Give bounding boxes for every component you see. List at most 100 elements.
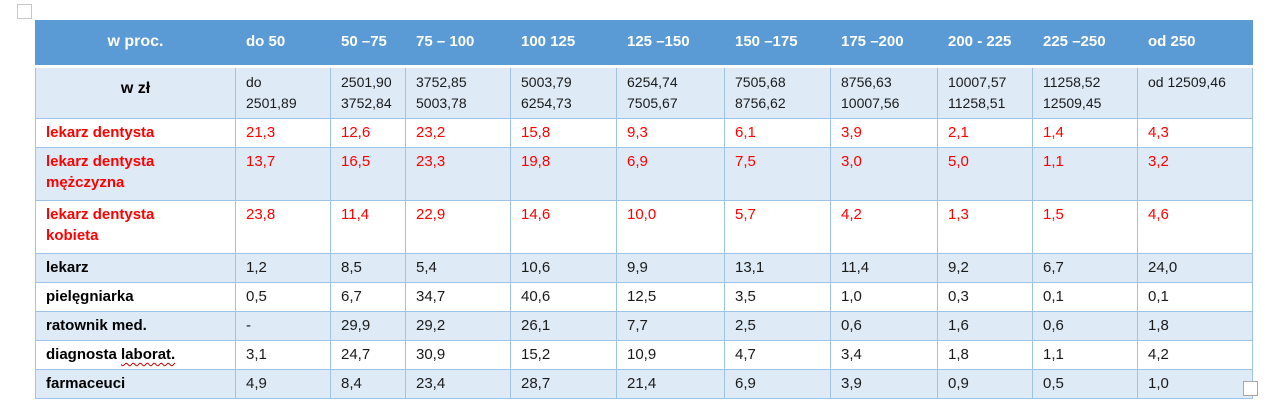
value-cell[interactable]: 3,4 xyxy=(830,340,938,370)
value-cell[interactable]: 5,4 xyxy=(405,253,511,283)
value-cell[interactable]: 6,7 xyxy=(1032,253,1138,283)
value-cell[interactable]: 2,5 xyxy=(724,311,831,341)
value-cell[interactable]: 3,2 xyxy=(1137,147,1253,201)
value-cell[interactable]: 1,3 xyxy=(937,200,1033,254)
value-cell[interactable]: 2,1 xyxy=(937,118,1033,148)
value-cell[interactable]: 24,0 xyxy=(1137,253,1253,283)
value-cell[interactable]: 7,5 xyxy=(724,147,831,201)
value-cell[interactable]: 1,1 xyxy=(1032,147,1138,201)
value-cell[interactable]: 26,1 xyxy=(510,311,617,341)
value-cell[interactable]: 15,8 xyxy=(510,118,617,148)
percent-range-header-cell[interactable]: 175 –200 xyxy=(830,20,938,68)
value-cell[interactable]: 1,0 xyxy=(1137,369,1253,399)
value-cell[interactable]: 14,6 xyxy=(510,200,617,254)
table-resize-handle[interactable] xyxy=(1243,381,1258,396)
value-cell[interactable]: 21,4 xyxy=(616,369,725,399)
value-cell[interactable]: 22,9 xyxy=(405,200,511,254)
value-cell[interactable]: 6,1 xyxy=(724,118,831,148)
zloty-range-cell[interactable]: od 12509,46 xyxy=(1137,66,1253,119)
zloty-range-cell[interactable]: 10007,57 11258,51 xyxy=(937,66,1033,119)
value-cell[interactable]: 3,9 xyxy=(830,369,938,399)
percent-range-header-cell[interactable]: 75 – 100 xyxy=(405,20,511,68)
value-cell[interactable]: 28,7 xyxy=(510,369,617,399)
value-cell[interactable]: 23,2 xyxy=(405,118,511,148)
value-cell[interactable]: 23,3 xyxy=(405,147,511,201)
value-cell[interactable]: 11,4 xyxy=(830,253,938,283)
value-cell[interactable]: 3,0 xyxy=(830,147,938,201)
row-label-cell[interactable]: lekarz dentysta mężczyzna xyxy=(35,147,236,201)
value-cell[interactable]: 16,5 xyxy=(330,147,406,201)
value-cell[interactable]: 4,7 xyxy=(724,340,831,370)
value-cell[interactable]: 10,0 xyxy=(616,200,725,254)
value-cell[interactable]: 24,7 xyxy=(330,340,406,370)
percent-range-header-cell[interactable]: 200 - 225 xyxy=(937,20,1033,68)
value-cell[interactable]: 29,2 xyxy=(405,311,511,341)
value-cell[interactable]: 6,9 xyxy=(616,147,725,201)
row-label-cell[interactable]: lekarz xyxy=(35,253,236,283)
value-cell[interactable]: 0,5 xyxy=(235,282,331,312)
value-cell[interactable]: 1,0 xyxy=(830,282,938,312)
percent-range-header-cell[interactable]: do 50 xyxy=(235,20,331,68)
value-cell[interactable]: 4,6 xyxy=(1137,200,1253,254)
row-label-cell[interactable]: diagnosta laborat. xyxy=(35,340,236,370)
row-label-cell[interactable]: lekarz dentysta xyxy=(35,118,236,148)
value-cell[interactable]: 9,9 xyxy=(616,253,725,283)
value-cell[interactable]: 3,1 xyxy=(235,340,331,370)
value-cell[interactable]: 8,4 xyxy=(330,369,406,399)
percent-range-header-cell[interactable]: 150 –175 xyxy=(724,20,831,68)
zloty-range-cell[interactable]: 11258,52 12509,45 xyxy=(1032,66,1138,119)
value-cell[interactable]: 0,9 xyxy=(937,369,1033,399)
row-label-cell[interactable]: ratownik med. xyxy=(35,311,236,341)
value-cell[interactable]: 1,8 xyxy=(937,340,1033,370)
value-cell[interactable]: 12,6 xyxy=(330,118,406,148)
value-cell[interactable]: 15,2 xyxy=(510,340,617,370)
value-cell[interactable]: 8,5 xyxy=(330,253,406,283)
value-cell[interactable]: 6,7 xyxy=(330,282,406,312)
value-cell[interactable]: 4,9 xyxy=(235,369,331,399)
percent-range-header-cell[interactable]: 125 –150 xyxy=(616,20,725,68)
value-cell[interactable]: 9,2 xyxy=(937,253,1033,283)
value-cell[interactable]: 4,2 xyxy=(830,200,938,254)
value-cell[interactable]: 12,5 xyxy=(616,282,725,312)
row-label-cell[interactable]: lekarz dentysta kobieta xyxy=(35,200,236,254)
value-cell[interactable]: 1,4 xyxy=(1032,118,1138,148)
value-cell[interactable]: 3,5 xyxy=(724,282,831,312)
value-cell[interactable]: 6,9 xyxy=(724,369,831,399)
zloty-header-label-cell[interactable]: w zł xyxy=(35,66,236,119)
value-cell[interactable]: 5,7 xyxy=(724,200,831,254)
value-cell[interactable]: 1,8 xyxy=(1137,311,1253,341)
table-select-handle[interactable] xyxy=(17,4,32,19)
zloty-range-cell[interactable]: 8756,63 10007,56 xyxy=(830,66,938,119)
value-cell[interactable]: 23,8 xyxy=(235,200,331,254)
percent-range-header-cell[interactable]: 100 125 xyxy=(510,20,617,68)
zloty-range-cell[interactable]: 2501,90 3752,84 xyxy=(330,66,406,119)
value-cell[interactable]: 4,2 xyxy=(1137,340,1253,370)
zloty-range-cell[interactable]: 5003,79 6254,73 xyxy=(510,66,617,119)
value-cell[interactable]: 23,4 xyxy=(405,369,511,399)
zloty-range-cell[interactable]: 6254,74 7505,67 xyxy=(616,66,725,119)
value-cell[interactable]: 4,3 xyxy=(1137,118,1253,148)
value-cell[interactable]: 0,5 xyxy=(1032,369,1138,399)
zloty-range-cell[interactable]: 3752,85 5003,78 xyxy=(405,66,511,119)
value-cell[interactable]: 40,6 xyxy=(510,282,617,312)
value-cell[interactable]: 11,4 xyxy=(330,200,406,254)
value-cell[interactable]: 0,1 xyxy=(1032,282,1138,312)
percent-header-label-cell[interactable]: w proc. xyxy=(35,20,236,68)
value-cell[interactable]: 19,8 xyxy=(510,147,617,201)
percent-range-header-cell[interactable]: od 250 xyxy=(1137,20,1253,68)
value-cell[interactable]: 0,6 xyxy=(830,311,938,341)
value-cell[interactable]: 1,1 xyxy=(1032,340,1138,370)
value-cell[interactable]: 7,7 xyxy=(616,311,725,341)
value-cell[interactable]: 9,3 xyxy=(616,118,725,148)
value-cell[interactable]: 30,9 xyxy=(405,340,511,370)
percent-range-header-cell[interactable]: 50 –75 xyxy=(330,20,406,68)
value-cell[interactable]: 5,0 xyxy=(937,147,1033,201)
percent-range-header-cell[interactable]: 225 –250 xyxy=(1032,20,1138,68)
value-cell[interactable]: 0,6 xyxy=(1032,311,1138,341)
value-cell[interactable]: 0,1 xyxy=(1137,282,1253,312)
row-label-cell[interactable]: pielęgniarka xyxy=(35,282,236,312)
value-cell[interactable]: 0,3 xyxy=(937,282,1033,312)
value-cell[interactable]: - xyxy=(235,311,331,341)
value-cell[interactable]: 3,9 xyxy=(830,118,938,148)
value-cell[interactable]: 34,7 xyxy=(405,282,511,312)
